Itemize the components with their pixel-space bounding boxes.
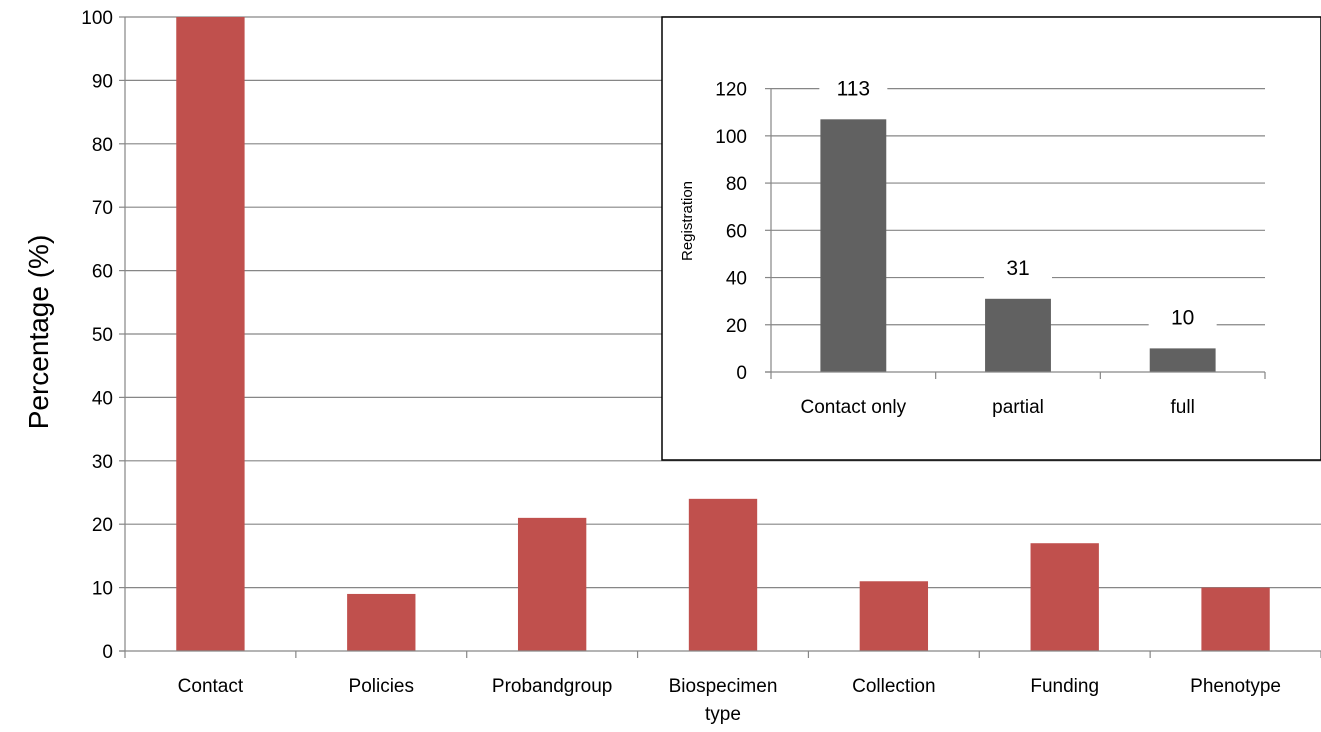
inset-y-tick-label: 60 [726, 221, 747, 242]
inset-y-tick-labels: 0 20 40 60 80 100 120 [715, 80, 747, 384]
main-x-tick-label-line: Policies [349, 676, 414, 697]
main-y-tick-label: 70 [92, 198, 113, 219]
main-y-tick-label: 100 [81, 8, 113, 29]
main-y-tick-label: 80 [92, 135, 113, 156]
main-y-axis-label: Percentage (%) [23, 235, 54, 430]
inset-y-tick-label: 40 [726, 269, 747, 290]
inset-bar [985, 298, 1051, 372]
inset-data-label: 31 [1006, 257, 1029, 280]
inset-data-labels: 113 31 10 [837, 77, 1195, 329]
main-y-tick-label: 0 [102, 642, 113, 663]
inset-data-label: 10 [1171, 306, 1194, 329]
inset-y-tick-label: 120 [715, 80, 747, 101]
inset-bar [820, 119, 887, 372]
main-y-tick-labels: 0 10 20 30 40 50 60 70 80 90 100 [81, 8, 113, 663]
main-x-tick-label: Probandgroup [492, 676, 612, 697]
inset-y-tick-label: 100 [715, 127, 747, 148]
main-x-tick-label: Policies [349, 676, 414, 697]
main-bar [176, 17, 245, 651]
inset-axes [765, 88, 1266, 379]
main-x-tick-label-line: type [705, 704, 741, 725]
main-y-tick-label: 30 [92, 452, 113, 473]
inset-x-tick-label: full [1171, 397, 1195, 418]
main-bar [347, 593, 416, 651]
main-y-tick-label: 60 [92, 262, 113, 283]
main-bar [859, 581, 929, 651]
main-x-tick-label: Funding [1030, 676, 1099, 697]
main-bar [517, 517, 587, 651]
inset-y-axis-label: Registration [679, 181, 696, 261]
main-bar [1201, 587, 1270, 651]
main-y-tick-label: 90 [92, 71, 113, 92]
main-x-tick-label-line: Probandgroup [492, 676, 612, 697]
main-axes [119, 16, 1321, 658]
main-x-tick-label-line: Collection [852, 676, 935, 697]
inset-bars [820, 119, 1216, 372]
main-x-tick-label-line: Funding [1030, 676, 1099, 697]
main-y-tick-label: 50 [92, 325, 113, 346]
main-y-tick-label: 20 [92, 515, 113, 536]
inset-x-tick-label: Contact only [801, 397, 907, 418]
main-x-tick-label-line: Phenotype [1190, 676, 1281, 697]
inset-y-tick-label: 80 [726, 174, 747, 195]
main-x-tick-label: Collection [852, 676, 935, 697]
inset-frame [661, 16, 1321, 461]
main-x-tick-label: Biospecimen type [669, 676, 778, 725]
main-x-tick-label: Contact [178, 676, 244, 697]
main-bar [688, 498, 758, 651]
inset-x-tick-label: partial [992, 397, 1044, 418]
main-x-tick-label-line: Contact [178, 676, 244, 697]
main-y-tick-label: 10 [92, 579, 113, 600]
inset-data-label: 113 [837, 77, 870, 100]
main-y-tick-label: 40 [92, 388, 113, 409]
inset-y-tick-label: 20 [726, 316, 747, 337]
main-x-tick-labels: Contact Policies Probandgroup Biospecimen ty… [178, 676, 1281, 725]
inset-bar [1149, 348, 1216, 372]
main-x-tick-label-line: Biospecimen [669, 676, 778, 697]
inset-x-tick-labels: Contact only partial full [801, 397, 1195, 418]
inset-y-tick-label: 0 [736, 363, 747, 384]
main-bar [1030, 543, 1099, 651]
main-x-tick-label: Phenotype [1190, 676, 1281, 697]
main-bars [176, 17, 1270, 651]
